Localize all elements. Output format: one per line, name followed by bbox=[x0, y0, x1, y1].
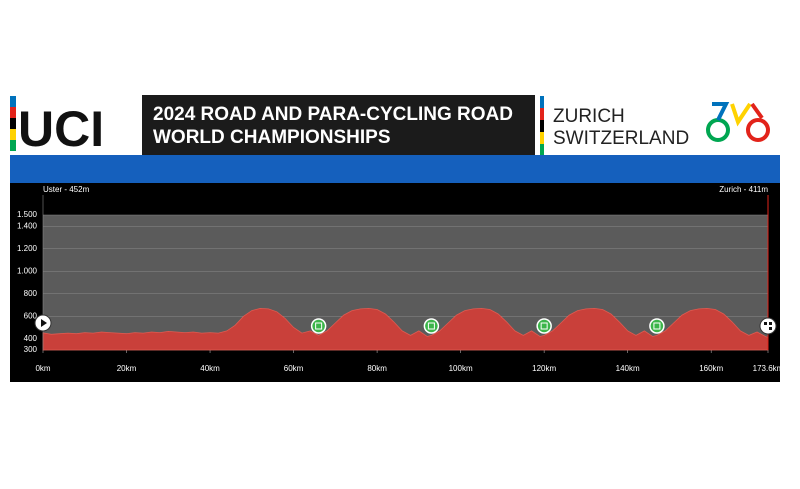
stripe bbox=[10, 129, 16, 140]
stripe bbox=[10, 140, 16, 151]
finish-icon bbox=[759, 317, 777, 335]
y-tick-label: 600 bbox=[24, 311, 38, 320]
header: UCI 2024 ROAD AND PARA-CYCLING ROAD WORL… bbox=[10, 95, 780, 183]
stripe bbox=[540, 120, 544, 132]
x-tick-label: 60km bbox=[284, 364, 304, 373]
stripe bbox=[10, 118, 16, 129]
uci-logo: UCI bbox=[18, 101, 104, 157]
y-tick-label: 300 bbox=[24, 345, 38, 354]
stripe bbox=[540, 132, 544, 144]
plot: 300 400 600 800 1.000 1.200 1.400 1.500 0km 20km 4… bbox=[17, 185, 784, 373]
x-tick-label: 140km bbox=[616, 364, 640, 373]
y-tick-label: 400 bbox=[24, 334, 38, 343]
y-tick-label: 1.500 bbox=[17, 210, 38, 219]
stripe bbox=[540, 108, 544, 120]
stripe bbox=[540, 144, 544, 155]
stripe bbox=[10, 107, 16, 118]
checkpoint-icon bbox=[427, 322, 435, 330]
x-tick-label: 100km bbox=[449, 364, 473, 373]
x-tick-label: 40km bbox=[200, 364, 220, 373]
title-line: 2024 ROAD AND PARA-CYCLING ROAD bbox=[153, 104, 513, 125]
finish-label: Zurich - 411m bbox=[719, 185, 768, 194]
checkpoint bbox=[649, 318, 665, 334]
x-tick-label: 80km bbox=[367, 364, 387, 373]
checkpoint bbox=[310, 318, 327, 334]
stripe bbox=[540, 96, 544, 108]
checkpoint-icon bbox=[315, 322, 323, 330]
checkpoint bbox=[423, 318, 440, 334]
blue-band bbox=[10, 155, 780, 183]
checkpoint-icon bbox=[540, 322, 548, 330]
checkpoint-icon bbox=[653, 322, 661, 330]
x-tick-label: 173.6km bbox=[753, 364, 784, 373]
event-logo bbox=[706, 102, 770, 142]
y-tick-label: 1.200 bbox=[17, 244, 38, 253]
country: SWITZERLAND bbox=[553, 128, 689, 149]
elevation-area bbox=[42, 307, 769, 351]
start-icon-arrow bbox=[41, 319, 47, 327]
x-tick-label: 160km bbox=[699, 364, 723, 373]
finish-icon-flag bbox=[764, 322, 772, 330]
x-tick-label: 0km bbox=[35, 364, 50, 373]
checkpoint bbox=[536, 318, 552, 334]
title-box bbox=[142, 95, 535, 155]
y-tick-label: 800 bbox=[24, 289, 38, 298]
stripe bbox=[10, 96, 16, 107]
title-line: WORLD CHAMPIONSHIPS bbox=[153, 127, 391, 148]
x-tick-label: 20km bbox=[117, 364, 137, 373]
x-tick-label: 120km bbox=[532, 364, 556, 373]
y-tick-label: 1.400 bbox=[17, 221, 38, 230]
start-label: Uster - 452m bbox=[43, 185, 90, 194]
city: ZURICH bbox=[553, 106, 625, 127]
plot-area bbox=[43, 215, 768, 350]
y-tick-label: 1.000 bbox=[17, 266, 38, 275]
